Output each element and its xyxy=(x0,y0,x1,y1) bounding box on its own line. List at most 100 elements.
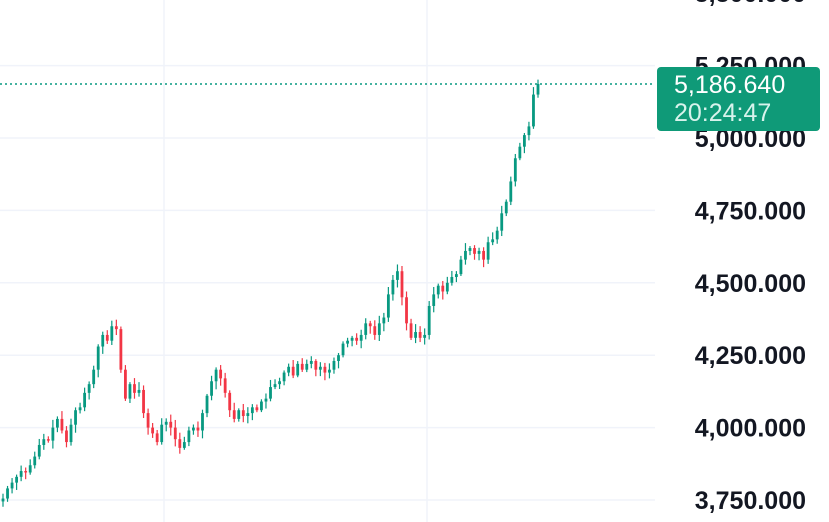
candle-up xyxy=(273,384,277,388)
candle-up xyxy=(328,369,331,373)
last-price-tag: 5,186.640 20:24:47 xyxy=(657,67,820,131)
candle-up xyxy=(10,482,14,489)
candle-down xyxy=(291,366,295,376)
candle-down xyxy=(114,326,118,330)
candle-down xyxy=(24,471,28,473)
candle-up xyxy=(92,369,96,385)
candle-up xyxy=(464,250,467,260)
y-tick-label: 5,500.000 xyxy=(695,0,806,8)
candle-up xyxy=(518,146,522,159)
candle-up xyxy=(414,332,417,338)
y-tick-label: 4,250.000 xyxy=(695,342,806,370)
candle-down xyxy=(323,366,327,373)
candle-up xyxy=(110,326,114,341)
candle-up xyxy=(56,418,59,428)
candle-up xyxy=(318,366,322,370)
candle-up xyxy=(269,387,272,399)
candle-down xyxy=(405,297,408,324)
candle-up xyxy=(164,421,168,425)
candle-up xyxy=(495,230,499,240)
candle-down xyxy=(60,418,64,431)
candle-down xyxy=(255,407,259,411)
candle-down xyxy=(178,439,182,448)
candle-up xyxy=(42,439,46,445)
last-price-value: 5,186.640 xyxy=(674,71,786,99)
candle-up xyxy=(287,366,291,373)
candle-up xyxy=(6,488,9,499)
candle-up xyxy=(74,410,77,425)
candle-down xyxy=(232,410,236,419)
candle-layer xyxy=(1,79,540,507)
candle-up xyxy=(210,381,213,396)
candle-up xyxy=(83,392,87,408)
candle-up xyxy=(522,135,526,147)
candle-down xyxy=(119,329,123,370)
candle-up xyxy=(214,369,218,382)
candle-up xyxy=(364,323,368,335)
candle-down xyxy=(142,389,145,414)
candle-up xyxy=(137,389,141,393)
candle-up xyxy=(377,323,381,335)
candle-up xyxy=(296,363,300,376)
candle-down xyxy=(355,337,359,341)
candle-up xyxy=(382,317,386,324)
candle-up xyxy=(346,340,349,344)
candle-up xyxy=(305,363,309,370)
candle-down xyxy=(368,323,372,327)
candle-down xyxy=(169,421,173,428)
candle-down xyxy=(173,427,177,440)
candle-up xyxy=(391,279,395,295)
candle-down xyxy=(409,323,413,338)
last-price-time: 20:24:47 xyxy=(674,99,772,127)
candle-up xyxy=(491,239,495,243)
candle-down xyxy=(300,363,304,370)
candle-up xyxy=(432,294,436,306)
candle-up xyxy=(246,413,250,417)
candle-down xyxy=(418,332,422,338)
candle-down xyxy=(219,369,223,379)
candle-up xyxy=(509,181,513,202)
candle-up xyxy=(536,83,540,95)
candle-down xyxy=(241,410,245,417)
candle-down xyxy=(482,250,485,260)
candle-up xyxy=(260,401,263,411)
candle-down xyxy=(441,285,445,292)
candle-up xyxy=(19,471,23,477)
candle-up xyxy=(182,442,186,448)
candle-up xyxy=(96,346,100,370)
candle-up xyxy=(15,476,19,483)
candle-up xyxy=(486,242,490,260)
grid-layer xyxy=(0,0,655,522)
candle-up xyxy=(282,372,286,382)
candle-up xyxy=(192,427,195,431)
candle-up xyxy=(201,413,204,431)
candle-up xyxy=(237,410,241,419)
candle-up xyxy=(28,465,32,473)
candle-up xyxy=(33,456,37,466)
candle-up xyxy=(250,407,254,414)
candle-down xyxy=(133,384,136,393)
y-tick-label: 4,500.000 xyxy=(695,270,806,298)
candle-up xyxy=(445,282,449,292)
candle-up xyxy=(278,381,281,385)
y-tick-label: 4,000.000 xyxy=(695,415,806,443)
candle-up xyxy=(396,271,399,280)
candle-down xyxy=(196,427,200,431)
candle-down xyxy=(146,413,150,428)
candle-up xyxy=(187,430,191,443)
candle-up xyxy=(309,360,313,364)
candle-up xyxy=(37,444,41,457)
candle-down xyxy=(151,427,155,434)
candle-up xyxy=(386,294,390,318)
candle-up xyxy=(436,285,440,295)
candle-up xyxy=(1,498,5,502)
candle-up xyxy=(500,213,504,231)
candle-up xyxy=(78,407,82,411)
candle-up xyxy=(454,274,458,278)
candle-up xyxy=(205,395,209,414)
candle-down xyxy=(373,326,377,335)
candle-up xyxy=(504,201,508,214)
candle-up xyxy=(264,398,268,402)
candle-up xyxy=(160,424,164,443)
